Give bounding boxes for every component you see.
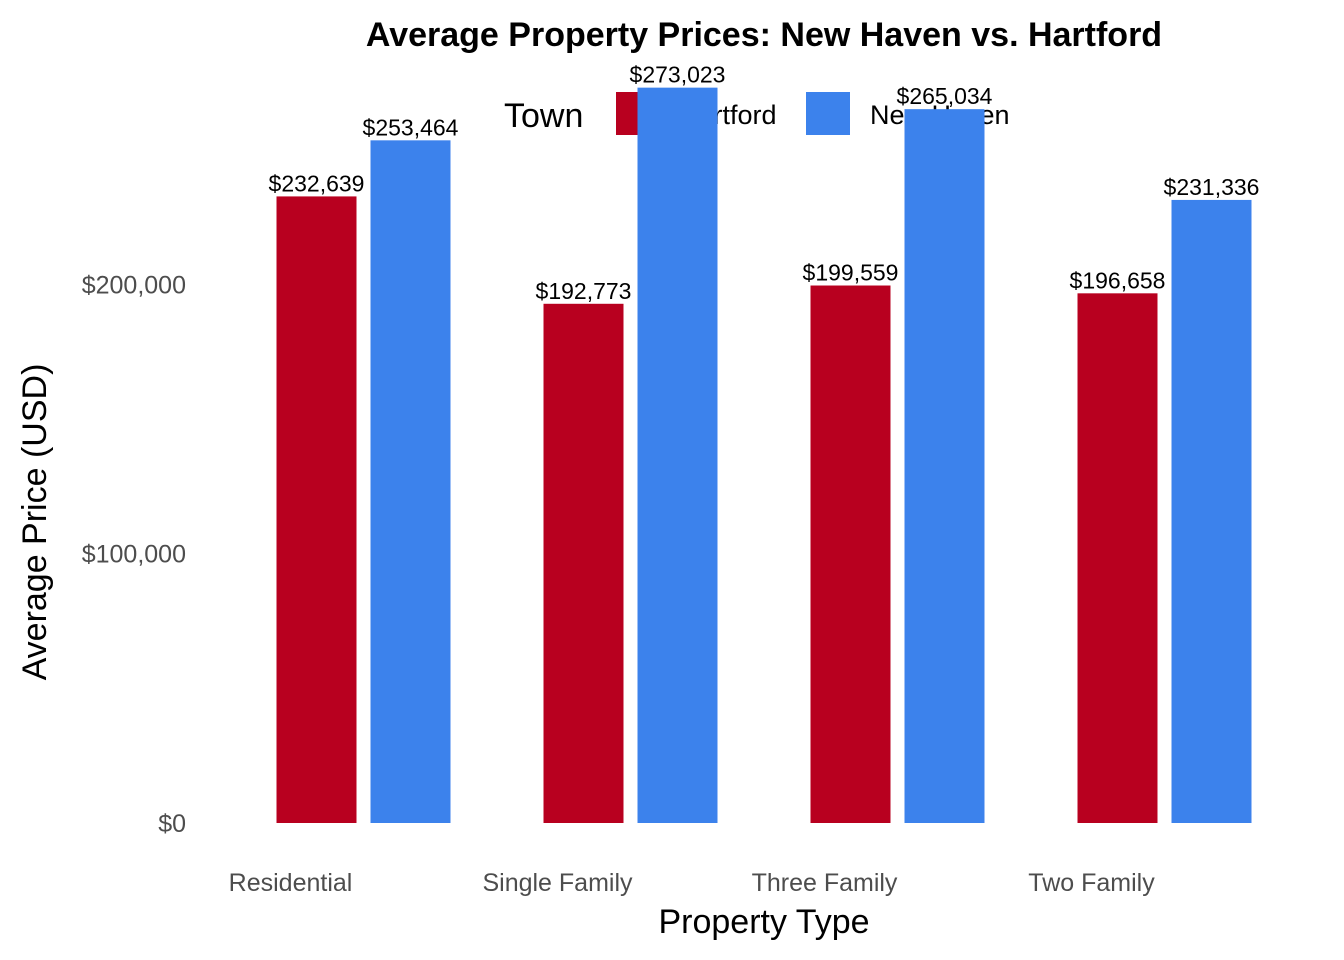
bar-hartford (276, 196, 357, 824)
x-tick-label: Three Family (752, 869, 898, 897)
bar-new-haven (904, 109, 985, 823)
y-tick-label: $100,000 (82, 541, 186, 569)
data-label: $273,023 (630, 62, 726, 88)
x-tick-label: Two Family (1028, 869, 1155, 897)
data-label: $265,034 (897, 83, 993, 109)
x-tick-label: Residential (229, 869, 353, 897)
y-axis-title: Average Price (USD) (16, 364, 54, 681)
data-label: $199,559 (803, 260, 899, 286)
data-label: $232,639 (269, 170, 365, 196)
data-label: $253,464 (363, 114, 459, 140)
legend-title: Town (504, 97, 583, 135)
y-tick-label: $0 (158, 810, 186, 838)
bar-hartford (1077, 293, 1158, 823)
bar-new-haven (370, 140, 451, 823)
x-tick-label: Single Family (482, 869, 633, 897)
plot-area: $232,639 $253,464 $192,773 $273,023 $199,559… (269, 62, 1260, 824)
bar-new-haven (637, 87, 718, 823)
x-axis: Residential Single Family Three Family Two … (229, 869, 1156, 897)
bar-hartford (810, 285, 891, 823)
y-tick-label: $200,000 (82, 271, 186, 299)
chart-title: Average Property Prices: New Haven vs. H… (366, 16, 1162, 54)
bar-new-haven (1171, 199, 1252, 823)
x-axis-title: Property Type (658, 903, 869, 941)
y-axis: $0 $100,000 $200,000 (82, 271, 186, 838)
legend-swatch-new-haven (806, 92, 850, 135)
data-label: $192,773 (536, 278, 632, 304)
bar-hartford (543, 303, 624, 824)
data-label: $231,336 (1164, 174, 1260, 200)
data-label: $196,658 (1070, 267, 1166, 293)
